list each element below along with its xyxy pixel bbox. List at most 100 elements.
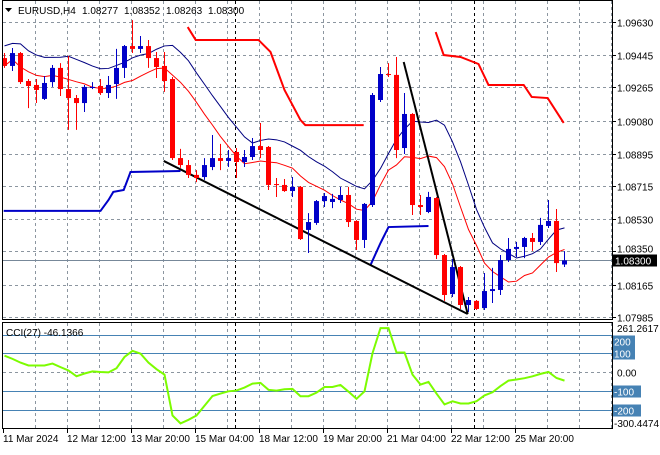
bull-candle (546, 200, 551, 228)
bull-candle (506, 237, 511, 263)
candle-body (170, 79, 175, 159)
candle-body (330, 198, 335, 202)
bull-candle (50, 65, 55, 87)
candle-body (466, 300, 471, 306)
candle-body (186, 165, 191, 175)
bear-candle (2, 53, 7, 68)
candle-body (522, 237, 527, 247)
candle-body (386, 74, 391, 76)
candle-body (114, 67, 119, 85)
bull-candle (250, 137, 255, 161)
candle-body (426, 196, 431, 213)
lower-moving-average (4, 58, 565, 283)
ohlc-close: 1.08300 (208, 6, 245, 17)
price-tick-label: 1.08895 (617, 151, 654, 162)
bull-candle (330, 193, 335, 209)
bull-candle (242, 150, 247, 168)
candle-body (58, 67, 63, 90)
lower-step-line (3, 169, 181, 212)
bear-candle (18, 51, 23, 85)
trendline (163, 160, 469, 315)
bull-candle (450, 258, 455, 297)
bear-candle (274, 177, 279, 197)
price-tick-label: 1.09630 (617, 19, 654, 30)
candle-body (26, 81, 31, 87)
bear-candle (442, 253, 447, 301)
cci-level-label: -100 (614, 388, 634, 399)
bull-candle (210, 134, 215, 171)
current-price-label: 1.08300 (615, 257, 652, 268)
price-tick-label: 1.09080 (617, 118, 654, 129)
candle-body (554, 220, 559, 264)
bear-candle (282, 179, 287, 192)
candle-body (298, 186, 303, 240)
candle-body (514, 246, 519, 249)
cci-level-box (613, 347, 635, 360)
main-panel-border (2, 0, 613, 320)
bull-candle (522, 236, 527, 259)
bull-candle (338, 186, 343, 204)
bull-candle (402, 93, 407, 154)
bull-candle (426, 191, 431, 214)
candle-body (290, 186, 295, 192)
price-tick-label: 1.08165 (617, 282, 654, 293)
candle-body (274, 184, 279, 186)
bull-candle (538, 217, 543, 245)
bull-candle (362, 203, 367, 249)
bear-candle (354, 220, 359, 250)
bear-candle (74, 94, 79, 130)
bear-candle (410, 113, 415, 216)
bull-candle (106, 75, 111, 99)
lower-step-line (369, 224, 429, 266)
candle-body (474, 300, 479, 309)
bull-candle (10, 48, 15, 71)
bear-candle (234, 148, 239, 178)
candle-body (146, 46, 151, 59)
upper-step-line (434, 31, 565, 124)
time-tick-label: 25 Mar 20:00 (515, 434, 574, 445)
bear-candle (346, 186, 351, 228)
time-tick-label: 19 Mar 20:00 (323, 434, 382, 445)
candle-body (346, 194, 351, 223)
dropdown-triangle-icon[interactable] (5, 8, 12, 12)
candle-body (314, 201, 319, 223)
bear-candle (218, 143, 223, 171)
candle-body (562, 260, 567, 265)
symbol-label: EURUSD,H4 (18, 6, 76, 17)
candle-body (178, 158, 183, 166)
bear-candle (458, 265, 463, 309)
bear-candle (394, 56, 399, 159)
time-tick-label: 13 Mar 20:00 (131, 434, 190, 445)
candle-body (226, 158, 231, 161)
cci-panel (3, 327, 612, 425)
bull-candle (370, 93, 375, 207)
cci-level-label: 100 (614, 350, 631, 361)
bull-candle (466, 296, 471, 313)
candles (2, 20, 567, 313)
candle-body (410, 113, 415, 206)
candle-body (74, 98, 79, 104)
candle-body (394, 74, 399, 150)
bear-candle (298, 186, 303, 240)
candle-body (498, 260, 503, 290)
grid (3, 1, 612, 428)
candle-body (442, 255, 447, 295)
bear-candle (98, 79, 103, 95)
bull-candle (322, 193, 327, 207)
candle-body (82, 86, 87, 104)
candle-body (34, 84, 39, 90)
time-tick-label: 11 Mar 2024 (3, 434, 59, 445)
bear-candle (266, 146, 271, 190)
bull-candle (82, 84, 87, 113)
upper-step-line (186, 26, 364, 127)
candle-body (338, 194, 343, 200)
time-tick-label: 12 Mar 12:00 (67, 434, 126, 445)
bull-candle (114, 48, 119, 99)
cci-level-box (613, 335, 635, 348)
candle-body (242, 156, 247, 163)
cci-label: CCI(27) -46.1366 (6, 328, 84, 339)
bear-candle (258, 122, 263, 159)
candle-body (322, 196, 327, 202)
bear-candle (34, 79, 39, 104)
